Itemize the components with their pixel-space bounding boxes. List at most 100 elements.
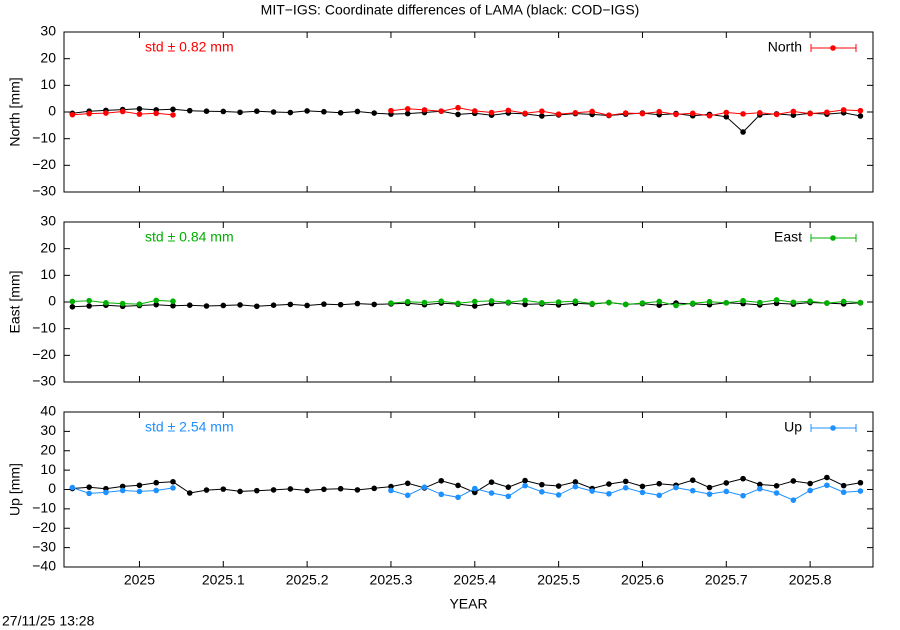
data-point — [69, 298, 76, 305]
data-point — [555, 492, 562, 498]
data-point — [488, 479, 495, 485]
data-point — [539, 108, 545, 114]
data-point — [840, 107, 847, 113]
data-point — [471, 108, 478, 114]
y-tick-label: 10 — [40, 266, 56, 282]
data-point — [287, 109, 294, 116]
y-tick-label: 30 — [40, 422, 56, 438]
data-point — [639, 300, 646, 306]
data-point — [807, 298, 813, 305]
data-point — [790, 299, 797, 306]
data-point — [673, 111, 679, 118]
data-point — [689, 300, 696, 307]
data-point — [220, 108, 227, 115]
data-point — [505, 107, 512, 114]
y-tick-label: 20 — [40, 441, 56, 457]
data-point — [337, 485, 344, 492]
data-point — [186, 490, 193, 496]
data-point — [337, 301, 344, 308]
data-point — [86, 490, 92, 497]
data-point — [723, 480, 730, 486]
data-point — [656, 298, 663, 305]
data-point — [606, 481, 612, 487]
data-point — [555, 299, 562, 305]
data-point — [505, 299, 512, 306]
data-point — [86, 484, 92, 490]
data-point — [606, 299, 612, 306]
data-point — [153, 110, 160, 117]
data-point — [287, 486, 294, 492]
data-point — [136, 301, 143, 307]
data-point — [790, 108, 797, 115]
x-axis-label: YEAR — [449, 596, 487, 612]
data-point — [136, 111, 143, 117]
data-point — [689, 477, 696, 484]
data-point — [488, 109, 495, 116]
data-point — [103, 110, 109, 116]
x-tick-label: 2025.1 — [202, 572, 245, 588]
data-point — [757, 299, 763, 306]
data-point — [522, 482, 528, 489]
data-point — [539, 481, 545, 488]
data-point — [589, 108, 595, 115]
data-point — [572, 479, 579, 485]
data-point — [824, 474, 830, 481]
data-point — [840, 489, 847, 496]
data-point — [572, 483, 579, 490]
data-point — [170, 485, 176, 491]
y-tick-label: −20 — [32, 519, 56, 535]
data-point — [321, 486, 327, 493]
data-point — [857, 488, 864, 494]
data-point — [773, 111, 780, 118]
std-annotation: std ± 0.82 mm — [145, 39, 234, 55]
data-point — [86, 303, 92, 309]
data-point — [824, 482, 830, 489]
data-point — [639, 110, 646, 117]
data-point — [119, 300, 126, 307]
plot-frame — [63, 31, 874, 193]
data-point — [404, 106, 411, 112]
data-point — [455, 300, 461, 307]
data-point — [119, 483, 126, 490]
data-point — [589, 300, 595, 307]
data-point — [153, 301, 160, 308]
data-point — [740, 111, 746, 117]
data-point — [689, 110, 696, 117]
data-point — [438, 298, 445, 305]
data-point — [371, 301, 377, 308]
data-point — [773, 490, 780, 496]
data-point — [321, 108, 327, 115]
y-tick-label: 0 — [48, 103, 56, 119]
y-tick-label: 0 — [48, 480, 56, 496]
data-point — [304, 108, 310, 114]
data-point — [757, 110, 763, 116]
data-point — [404, 480, 411, 487]
data-point — [773, 483, 780, 489]
data-point — [807, 480, 813, 487]
data-point — [840, 482, 847, 489]
y-tick-label: 30 — [40, 23, 56, 39]
data-point — [622, 478, 629, 485]
data-point — [824, 300, 830, 306]
data-point — [86, 110, 92, 117]
data-point — [254, 303, 260, 310]
x-tick-label: 2025.4 — [453, 572, 496, 588]
data-point — [455, 482, 461, 489]
data-point — [622, 484, 629, 491]
data-point — [153, 297, 160, 304]
legend-label: Up — [784, 419, 802, 435]
data-point — [555, 111, 562, 117]
data-point — [287, 301, 294, 308]
data-point — [354, 108, 361, 115]
data-point — [354, 487, 361, 493]
data-point — [119, 108, 126, 115]
chart-title: MIT−IGS: Coordinate differences of LAMA … — [261, 2, 640, 18]
data-point — [237, 109, 243, 116]
data-point — [656, 492, 663, 499]
y-tick-label: −10 — [32, 319, 56, 335]
data-point — [421, 107, 428, 113]
data-point — [237, 302, 243, 308]
legend-label: North — [768, 39, 802, 55]
data-point — [438, 108, 445, 114]
legend-label: East — [774, 229, 802, 245]
